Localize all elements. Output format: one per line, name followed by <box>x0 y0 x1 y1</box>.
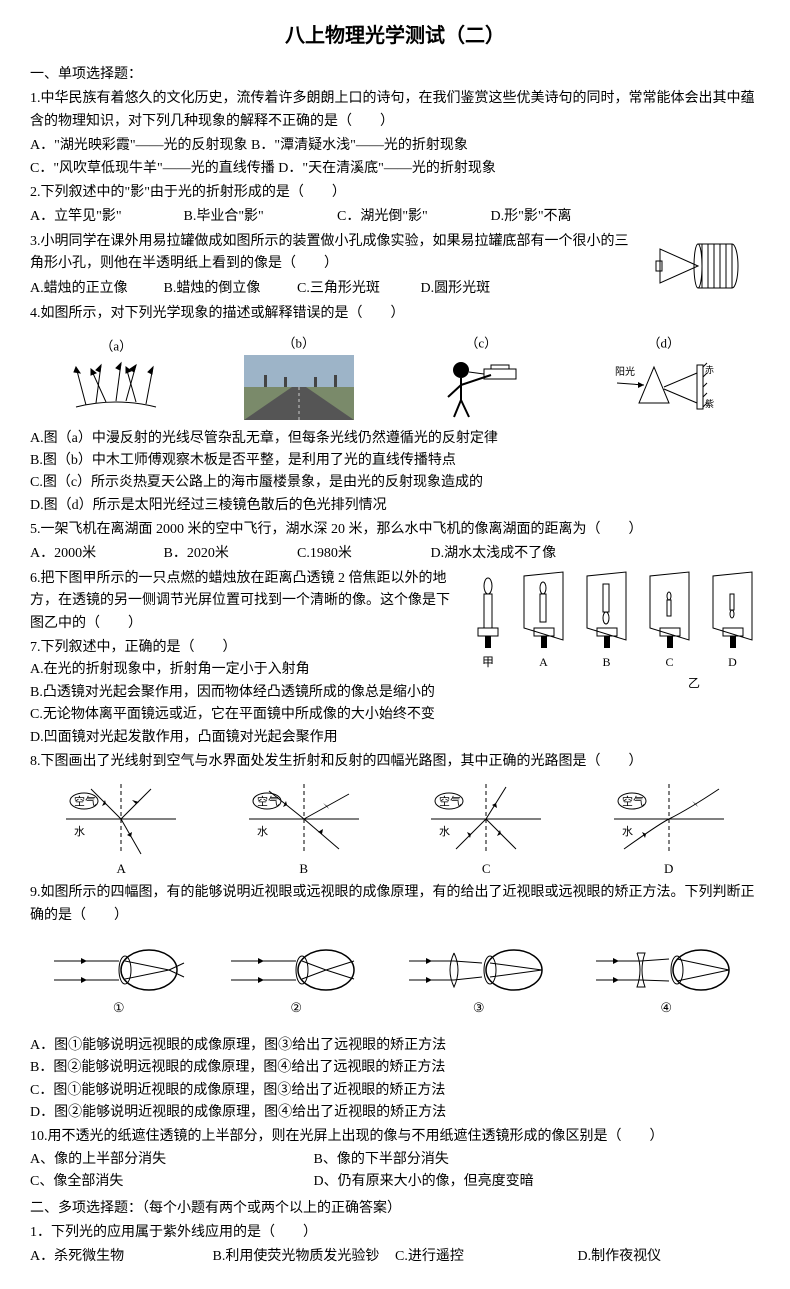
q9-fig-4: ④ <box>591 943 741 1019</box>
q1-opt-c: C．"风吹草低现牛羊"——光的直线传播 <box>30 161 275 176</box>
svg-text:赤: 赤 <box>705 365 714 375</box>
svg-text:水: 水 <box>257 825 268 838</box>
q4-opt-d: D.图（d）所示是太阳光经过三棱镜色散后的色光排列情况 <box>30 495 760 517</box>
q9-opt-b: B．图②能够说明远视眼的成像原理，图④给出了远视眼的矫正方法 <box>30 1057 760 1079</box>
q3-opt-d: D.圆形光斑 <box>421 278 491 300</box>
q9-figure-row: ① ② <box>30 943 760 1019</box>
mq1-stem: 1．下列光的应用属于紫外线应用的是（ ） <box>30 1222 760 1244</box>
q9-opt-c: C．图①能够说明近视眼的成像原理，图③给出了近视眼的矫正方法 <box>30 1080 760 1102</box>
q5-opt-d: D.湖水太浅成不了像 <box>431 543 557 565</box>
q4-fig-d: （d） 阳光 赤 紫 <box>609 333 719 419</box>
q9-fig-2: ② <box>226 943 366 1019</box>
section-1-header: 一、单项选择题： <box>30 64 760 86</box>
q9-stem: 9.如图所示的四幅图，有的能够说明近视眼或远视眼的成像原理，有的给出了近视眼或远… <box>30 882 760 927</box>
q5: 5.一架飞机在离湖面 2000 米的空中飞行，湖水深 20 米，那么水中飞机的像… <box>30 519 760 566</box>
q4-fig-b: （b） <box>244 333 354 419</box>
q4: 4.如图所示，对下列光学现象的描述或解释错误的是（ ） （a） （b） <box>30 303 760 517</box>
svg-text:紫: 紫 <box>705 399 714 409</box>
q2-opt-c: C．湖光倒"影" <box>337 206 487 228</box>
q7-opt-c: C.无论物体离平面镜远或近，它在平面镜中所成像的大小始终不变 <box>30 704 760 726</box>
q2-stem: 2.下列叙述中的"影"由于光的折射形成的是（ ） <box>30 182 760 204</box>
q10: 10.用不透光的纸遮住透镜的上半部分，则在光屏上出现的像与不用纸遮住透镜形成的像… <box>30 1126 760 1193</box>
section-2-header: 二、多项选择题：（每个小题有两个或两个以上的正确答案） <box>30 1198 760 1220</box>
q5-opt-b: B．2020米 <box>164 543 294 565</box>
q5-stem: 5.一架飞机在离湖面 2000 米的空中飞行，湖水深 20 米，那么水中飞机的像… <box>30 519 760 541</box>
svg-text:水: 水 <box>439 825 450 838</box>
q4-stem: 4.如图所示，对下列光学现象的描述或解释错误的是（ ） <box>30 303 760 325</box>
q9-opt-a: A．图①能够说明远视眼的成像原理，图③给出了远视眼的矫正方法 <box>30 1035 760 1057</box>
page-title: 八上物理光学测试（二） <box>30 20 760 52</box>
q7-opt-b: B.凸透镜对光起会聚作用，因而物体经凸透镜所成的像总是缩小的 <box>30 682 760 704</box>
q10-opt-d: D、仍有原来大小的像，但亮度变暗 <box>314 1174 534 1189</box>
q8-stem: 8.下图画出了光线射到空气与水界面处发生折射和反射的四幅光路图，其中正确的光路图… <box>30 751 760 773</box>
svg-text:空气: 空气 <box>74 794 96 808</box>
q4-figure-row: （a） （b） <box>30 333 760 419</box>
q1-opt-a: A．"湖光映彩霞"——光的反射现象 <box>30 138 248 153</box>
q7: 7.下列叙述中，正确的是（ ） A.在光的折射现象中，折射角一定小于入射角 B.… <box>30 637 760 749</box>
q8-fig-d: 空气 水 D <box>604 779 734 880</box>
q3-figure-can <box>650 231 760 301</box>
q10-opt-b: B、像的下半部分消失 <box>314 1152 449 1167</box>
svg-text:水: 水 <box>74 825 85 838</box>
q8-fig-a: 空气 水 A <box>56 779 186 880</box>
q10-opt-a: A、像的上半部分消失 <box>30 1149 310 1171</box>
q8: 8.下图画出了光线射到空气与水界面处发生折射和反射的四幅光路图，其中正确的光路图… <box>30 751 760 880</box>
q5-opt-a: A．2000米 <box>30 543 160 565</box>
q4-opt-c: C.图（c）所示炎热夏天公路上的海市蜃楼景象，是由光的反射现象造成的 <box>30 472 760 494</box>
q2-opt-b: B.毕业合"影" <box>184 206 334 228</box>
q7-opt-d: D.凹面镜对光起发散作用，凸面镜对光起会聚作用 <box>30 727 760 749</box>
q4-opt-b: B.图（b）中木工师傅观察木板是否平整，是利用了光的直线传播特点 <box>30 450 760 472</box>
q8-figure-row: 空气 水 A 空气 水 B 空气 <box>30 779 760 880</box>
mq1: 1．下列光的应用属于紫外线应用的是（ ） A．杀死微生物 B.利用使荧光物质发光… <box>30 1222 760 1269</box>
q8-fig-c: 空气 水 C <box>421 779 551 880</box>
q2: 2.下列叙述中的"影"由于光的折射形成的是（ ） A．立竿见"影" B.毕业合"… <box>30 182 760 229</box>
q1-stem: 1.中华民族有着悠久的文化历史，流传着许多朗朗上口的诗句，在我们鉴赏这些优美诗句… <box>30 88 760 133</box>
q1: 1.中华民族有着悠久的文化历史，流传着许多朗朗上口的诗句，在我们鉴赏这些优美诗句… <box>30 88 760 180</box>
q9-opt-d: D．图②能够说明近视眼的成像原理，图④给出了近视眼的矫正方法 <box>30 1102 760 1124</box>
mq1-opt-a: A．杀死微生物 <box>30 1246 213 1268</box>
q9-fig-1: ① <box>49 943 189 1019</box>
svg-text:阳光: 阳光 <box>615 365 635 378</box>
q9: 9.如图所示的四幅图，有的能够说明近视眼或远视眼的成像原理，有的给出了近视眼或远… <box>30 882 760 1124</box>
q4-fig-c: （c） <box>436 333 526 419</box>
svg-text:空气: 空气 <box>622 794 644 808</box>
q4-fig-a: （a） <box>71 336 161 417</box>
mq1-opt-c: C.进行遥控 <box>395 1246 578 1268</box>
q4-opt-a: A.图（a）中漫反射的光线尽管杂乱无章，但每条光线仍然遵循光的反射定律 <box>30 428 760 450</box>
q7-stem: 7.下列叙述中，正确的是（ ） <box>30 637 760 659</box>
q6: 甲 A B <box>30 568 760 635</box>
q6-label-yi: 乙 <box>688 674 700 693</box>
svg-text:空气: 空气 <box>439 794 461 808</box>
q3: 3.小明同学在课外用易拉罐做成如图所示的装置做小孔成像实验，如果易拉罐底部有一个… <box>30 231 760 301</box>
q10-opt-c: C、像全部消失 <box>30 1171 310 1193</box>
q3-opt-c: C.三角形光斑 <box>297 278 417 300</box>
q8-fig-b: 空气 水 B <box>239 779 369 880</box>
q1-opt-b: B．"潭清疑水浅"——光的折射现象 <box>251 138 468 153</box>
q1-opt-d: D．"天在清溪底"——光的折射现象 <box>278 161 496 176</box>
mq1-opt-d: D.制作夜视仪 <box>578 1246 761 1268</box>
q3-opt-a: A.蜡烛的正立像 <box>30 278 160 300</box>
mq1-opt-b: B.利用使荧光物质发光验钞 <box>213 1246 396 1268</box>
q2-opt-a: A．立竿见"影" <box>30 206 180 228</box>
q5-opt-c: C.1980米 <box>297 543 427 565</box>
q2-opt-d: D.形"影"不离 <box>491 206 572 228</box>
q3-opt-b: B.蜡烛的倒立像 <box>164 278 294 300</box>
q10-stem: 10.用不透光的纸遮住透镜的上半部分，则在光屏上出现的像与不用纸遮住透镜形成的像… <box>30 1126 760 1148</box>
q7-opt-a: A.在光的折射现象中，折射角一定小于入射角 <box>30 659 760 681</box>
svg-text:水: 水 <box>622 825 633 838</box>
q9-fig-3: ③ <box>404 943 554 1019</box>
